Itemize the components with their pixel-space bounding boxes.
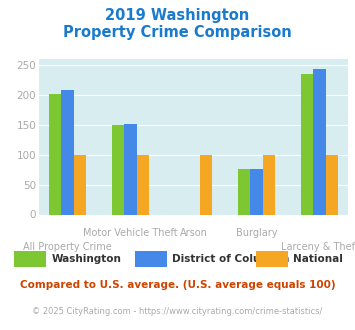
Text: Compared to U.S. average. (U.S. average equals 100): Compared to U.S. average. (U.S. average … <box>20 280 335 290</box>
Text: 2019 Washington: 2019 Washington <box>105 8 250 23</box>
Bar <box>111 125 124 214</box>
Bar <box>74 155 86 214</box>
Bar <box>263 155 275 214</box>
Text: District of Columbia: District of Columbia <box>172 254 290 264</box>
Bar <box>313 69 326 215</box>
Bar <box>137 155 149 214</box>
Text: Property Crime Comparison: Property Crime Comparison <box>63 25 292 40</box>
Bar <box>237 169 250 214</box>
Text: All Property Crime: All Property Crime <box>23 242 112 252</box>
Bar <box>250 169 263 214</box>
Text: Motor Vehicle Theft: Motor Vehicle Theft <box>83 228 178 239</box>
Text: © 2025 CityRating.com - https://www.cityrating.com/crime-statistics/: © 2025 CityRating.com - https://www.city… <box>32 307 323 316</box>
Text: National: National <box>293 254 343 264</box>
Text: Washington: Washington <box>51 254 121 264</box>
Bar <box>301 74 313 215</box>
Bar <box>200 155 212 214</box>
Bar <box>326 155 338 214</box>
Bar <box>124 124 137 214</box>
Bar <box>49 94 61 214</box>
Bar <box>61 90 74 214</box>
Text: Larceny & Theft: Larceny & Theft <box>281 242 355 252</box>
Text: Arson: Arson <box>180 228 207 239</box>
Text: Burglary: Burglary <box>236 228 277 239</box>
